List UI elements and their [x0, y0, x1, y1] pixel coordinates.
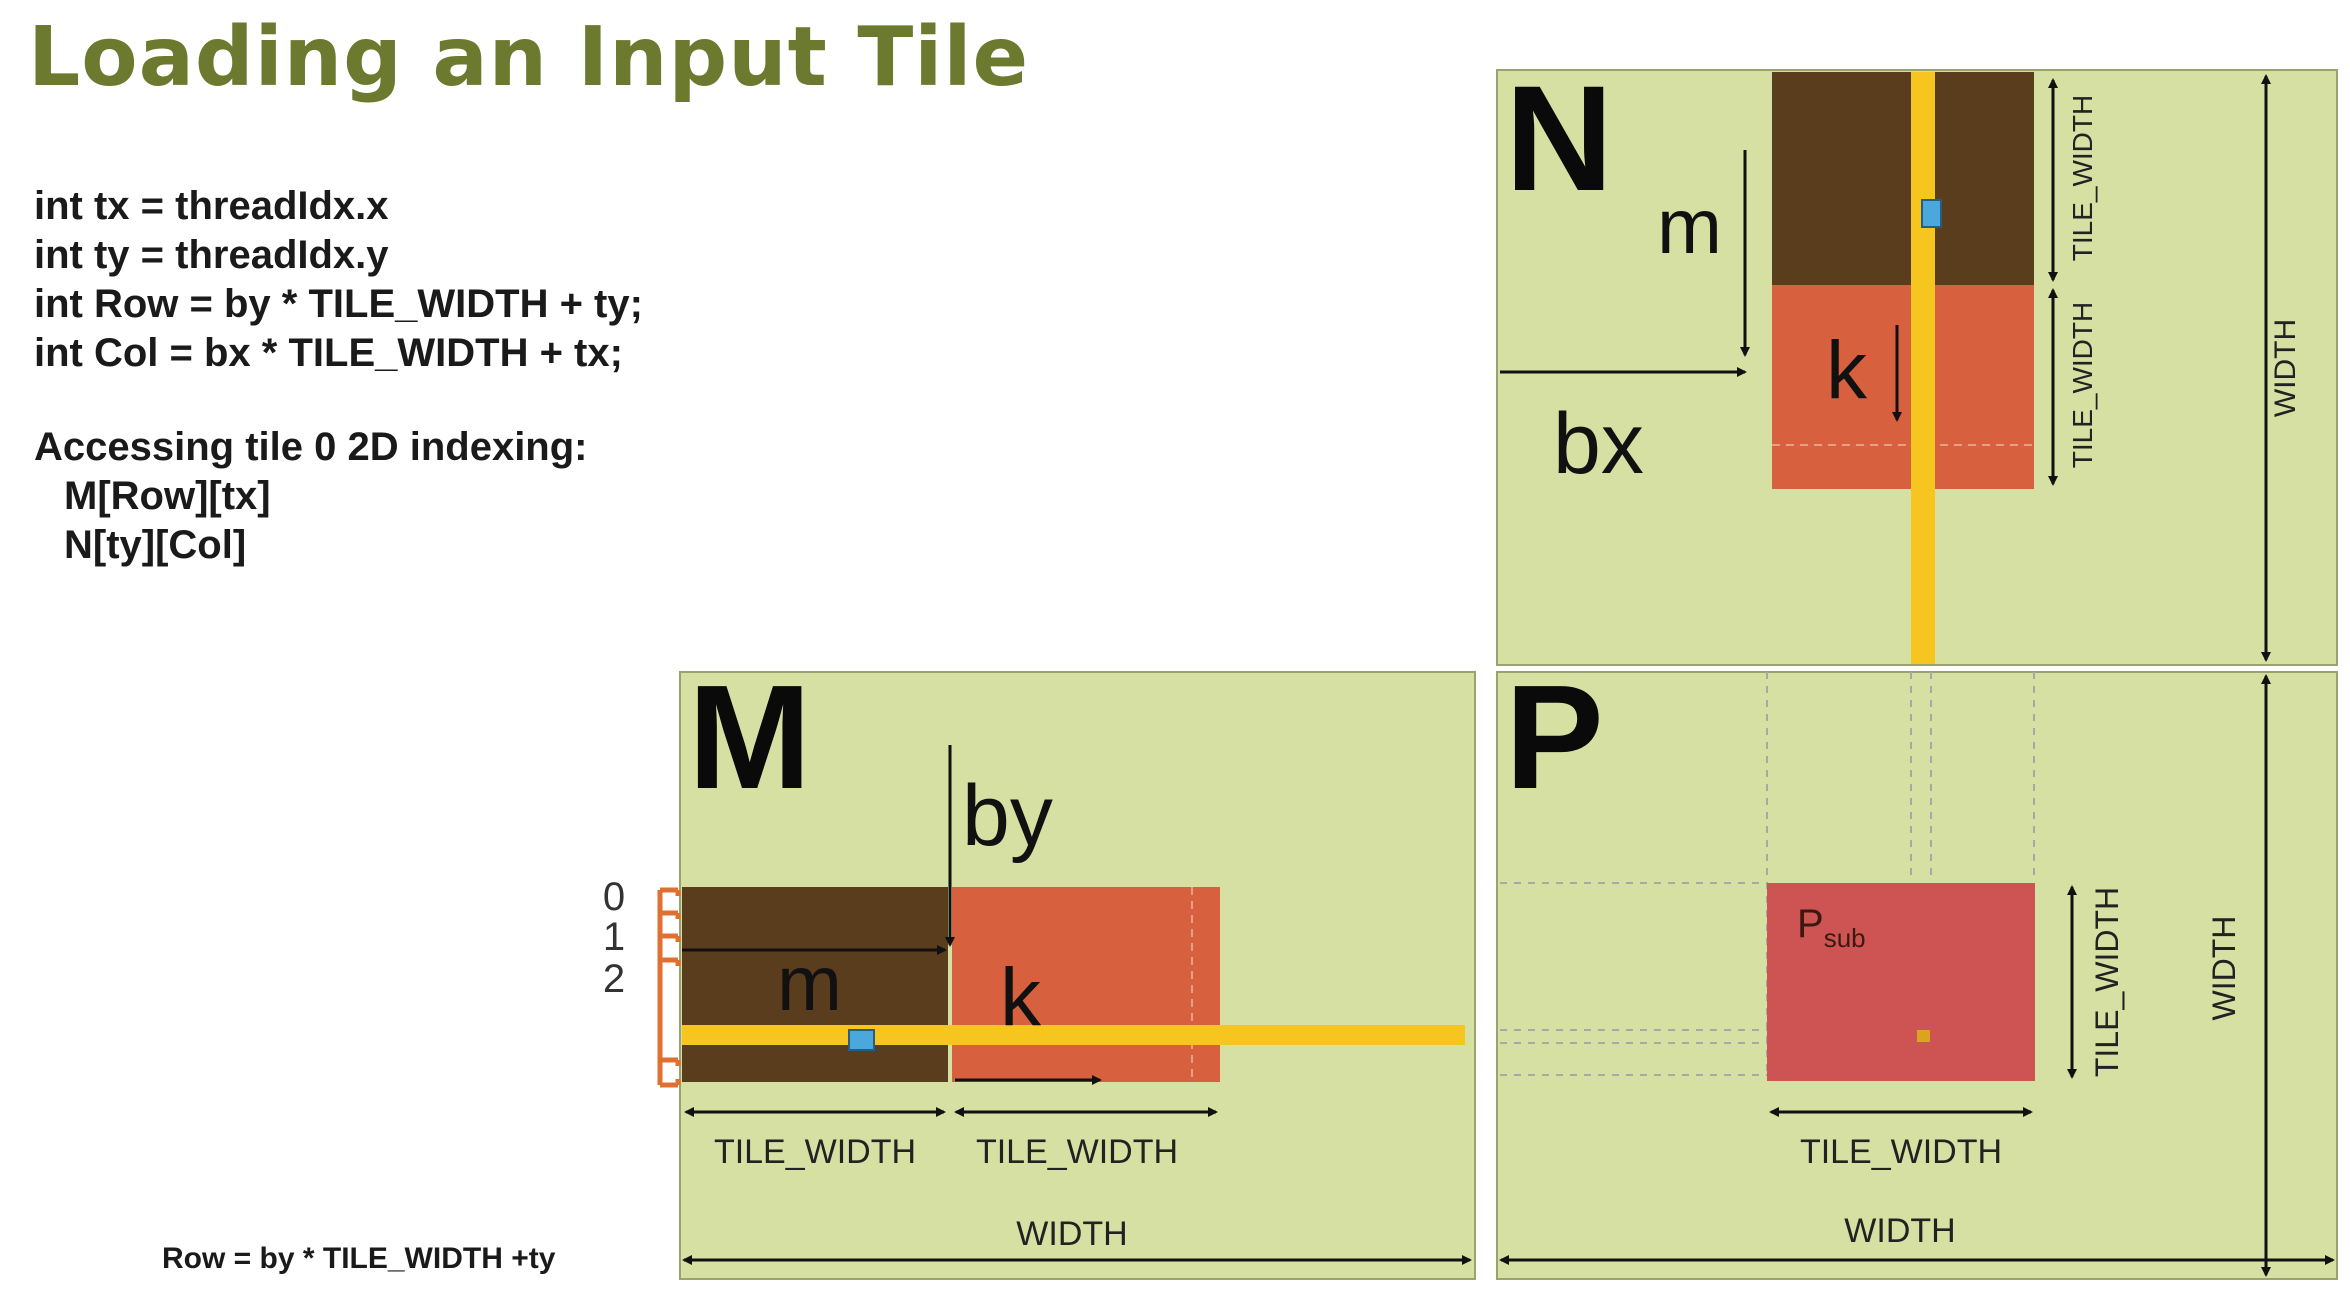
matrix-m-row-index-2: 2	[603, 957, 625, 1001]
matrix-m-width-label: WIDTH	[1016, 1215, 1127, 1253]
matrix-m-tile-width-left: TILE_WIDTH	[714, 1133, 916, 1171]
matrix-p-cell	[1917, 1030, 1930, 1042]
matrix-p-width-side: WIDTH	[2206, 916, 2242, 1021]
matrix-p-tile-width-bottom: TILE_WIDTH	[1800, 1133, 2002, 1171]
matrix-m-cell	[848, 1029, 875, 1051]
matrix-p-sub-script: sub	[1824, 923, 1866, 953]
access-line-m: M[Row][tx]	[64, 474, 271, 518]
matrix-n-tile-orange	[1772, 285, 2034, 489]
matrix-m-k-label: k	[1000, 952, 1042, 1043]
code-line-row: int Row = by * TILE_WIDTH + ty;	[34, 282, 643, 326]
matrix-p-grid-lines	[1500, 672, 2035, 1076]
matrix-m-highlight-row	[682, 1025, 1465, 1045]
matrix-p-tile-width-side: TILE_WIDTH	[2089, 887, 2125, 1077]
matrix-n-name: N	[1505, 54, 1613, 222]
matrix-n-m-label: m	[1657, 182, 1722, 270]
matrix-m-row-index-0: 0	[603, 875, 625, 919]
matrix-n-tile-width-top: TILE_WIDTH	[2067, 95, 2098, 261]
matrix-n-bx-label: bx	[1553, 396, 1644, 492]
code-line-tx: int tx = threadIdx.x	[34, 184, 389, 228]
slide-title: Loading an Input Tile	[28, 10, 1030, 105]
matrix-m-tile-orange	[952, 887, 1220, 1082]
code-line-col: int Col = bx * TILE_WIDTH + tx;	[34, 331, 623, 375]
matrix-n-highlight-column	[1911, 72, 1935, 664]
row-formula: Row = by * TILE_WIDTH +ty	[162, 1242, 556, 1275]
matrix-m-tile-width-right: TILE_WIDTH	[976, 1133, 1178, 1171]
matrix-m-by-label: by	[962, 768, 1053, 864]
matrix-m: M by m k 0 1 2 TILE_WIDTH TILE_WIDTH WID…	[603, 655, 1476, 1280]
matrix-n-cell	[1921, 199, 1942, 228]
matrix-n: N m bx k TILE_WIDTH TILE_WIDTH WIDTH	[1496, 54, 2338, 666]
access-line-n: N[ty][Col]	[64, 523, 247, 567]
matrix-p-sub-tile	[1767, 883, 2035, 1081]
matrix-m-row-index-1: 1	[603, 915, 625, 959]
matrix-p: P Psub TILE_WIDTH WIDTH TILE_WIDTH WIDTH	[1496, 655, 2338, 1280]
matrix-n-tile-width-bottom: TILE_WIDTH	[2067, 302, 2098, 468]
matrix-p-width-bottom: WIDTH	[1844, 1212, 1955, 1250]
matrix-p-sub-base: P	[1797, 902, 1824, 946]
access-heading: Accessing tile 0 2D indexing:	[34, 425, 588, 469]
matrix-n-k-label: k	[1826, 325, 1868, 416]
matrix-m-tile-dark	[682, 887, 948, 1082]
matrix-m-row-brackets	[657, 887, 681, 1088]
matrix-p-sub-label: Psub	[1797, 902, 1866, 953]
code-line-ty: int ty = threadIdx.y	[34, 233, 389, 277]
matrix-m-m-label: m	[777, 939, 842, 1027]
matrix-p-name: P	[1505, 655, 1604, 820]
matrix-n-tile-dark	[1772, 72, 2034, 285]
matrix-m-name: M	[688, 655, 811, 820]
matrix-n-width-label: WIDTH	[2269, 319, 2302, 417]
code-block: int tx = threadIdx.x int ty = threadIdx.…	[34, 182, 643, 570]
